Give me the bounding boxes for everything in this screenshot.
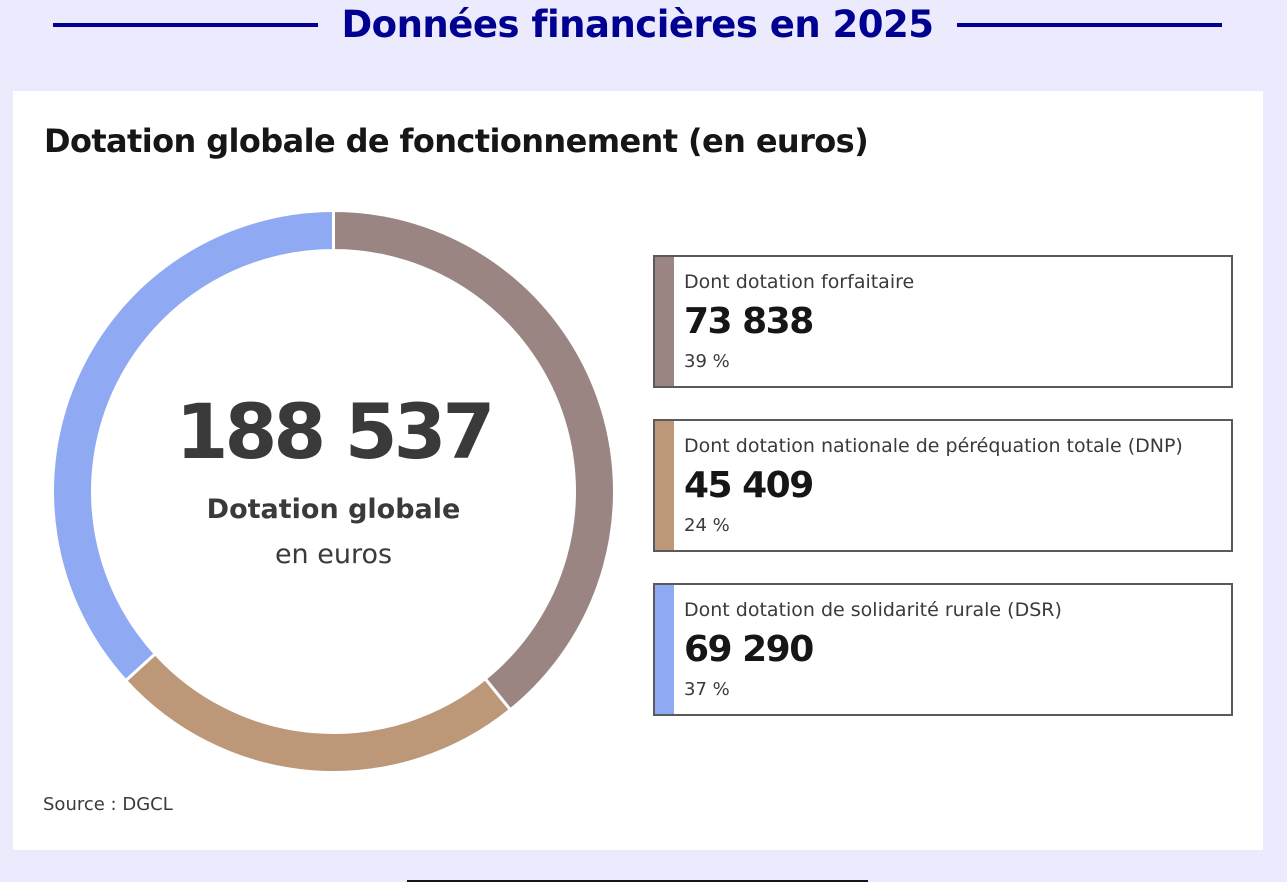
legend-percent: 39 % [684,351,730,372]
chart-title: Dotation globale de fonctionnement (en e… [44,122,869,160]
total-value: 188 537 [175,387,496,476]
chart-card: Dotation globale de fonctionnement (en e… [13,91,1263,850]
section-title: Données financières en 2025 [341,3,934,46]
legend-color-bar [655,421,674,550]
header-rule-left [53,23,318,27]
bottom-divider [407,880,868,882]
legend-value: 73 838 [684,301,814,342]
donut-chart [51,209,616,774]
legend-label: Dont dotation de solidarité rurale (DSR) [684,599,1062,621]
legend-value: 45 409 [684,465,814,506]
legend-value: 69 290 [684,629,814,670]
header-rule-right [957,23,1222,27]
legend-item-dsr: Dont dotation de solidarité rurale (DSR)… [653,583,1233,716]
legend-color-bar [655,585,674,714]
donut-center: 188 537 Dotation globale en euros [51,209,616,774]
section-header: Données financières en 2025 [0,0,1287,60]
total-label: Dotation globale [206,494,461,525]
legend-color-bar [655,257,674,386]
legend-percent: 37 % [684,679,730,700]
legend-item-dnp: Dont dotation nationale de péréquation t… [653,419,1233,552]
donut-slice-2 [51,209,335,683]
total-sublabel: en euros [274,539,393,570]
legend-label: Dont dotation nationale de péréquation t… [684,435,1183,457]
source-note: Source : DGCL [43,794,173,815]
legend-label: Dont dotation forfaitaire [684,271,915,293]
legend-percent: 24 % [684,515,730,536]
legend-item-forfaitaire: Dont dotation forfaitaire 73 838 39 % [653,255,1233,388]
